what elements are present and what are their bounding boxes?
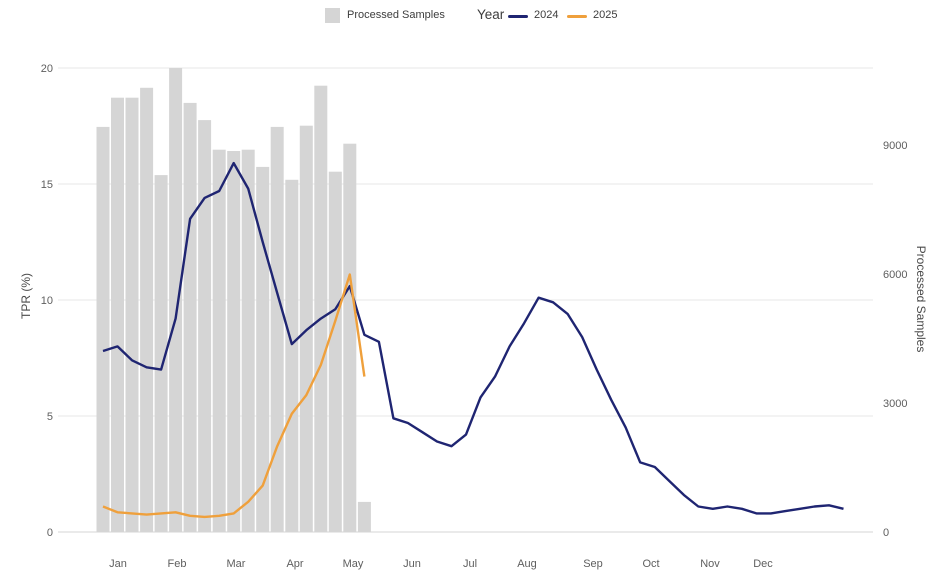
left-axis-tick-label: 5	[47, 411, 53, 423]
right-axis-title: Processed Samples	[914, 246, 928, 353]
series-lines-group	[102, 161, 844, 519]
right-axis-tick-label: 3000	[883, 398, 907, 410]
processed-samples-bar	[125, 97, 139, 532]
processed-samples-bar	[357, 501, 371, 532]
month-label: Jun	[403, 558, 421, 570]
legend-2025-label: 2025	[593, 9, 618, 21]
processed-samples-bar	[285, 179, 299, 533]
processed-samples-bar	[183, 102, 197, 533]
legend-2024-line-swatch	[508, 14, 528, 18]
left-axis-tick-label: 15	[41, 179, 53, 191]
processed-samples-bar	[256, 166, 270, 532]
chart-legend: Processed Samples Year 2024 2025	[0, 0, 945, 32]
processed-samples-bar	[198, 120, 212, 532]
processed-samples-bar	[96, 126, 110, 533]
processed-samples-bar	[154, 175, 168, 532]
month-label: May	[343, 558, 364, 570]
month-label: Feb	[168, 558, 187, 570]
processed-samples-bar	[227, 151, 241, 532]
right-axis-tick-label: 6000	[883, 269, 907, 281]
month-axis-labels: Jan Feb Mar Apr May Jun Jul Aug Sep Oct Nov Dec	[109, 558, 773, 570]
right-axis-tick-label: 9000	[883, 140, 907, 152]
month-label: Oct	[642, 558, 659, 570]
month-label: Jul	[463, 558, 477, 570]
legend-processed-samples-swatch	[325, 8, 340, 23]
processed-samples-bar	[241, 149, 255, 532]
processed-samples-bar	[270, 126, 284, 533]
processed-samples-bar	[314, 85, 328, 532]
month-label: Apr	[286, 558, 303, 570]
month-label: Mar	[227, 558, 246, 570]
month-label: Sep	[583, 558, 603, 570]
left-axis-tick-label: 10	[41, 295, 53, 307]
processed-samples-bar	[343, 143, 357, 532]
line-2025	[102, 273, 366, 519]
processed-samples-bar	[212, 149, 226, 532]
month-label: Jan	[109, 558, 127, 570]
month-label: Dec	[753, 558, 773, 570]
legend-2025-line-swatch	[567, 14, 587, 18]
right-axis-tick-labels: 0 3000 6000 9000	[883, 140, 907, 539]
right-axis-tick-label: 0	[883, 527, 889, 539]
left-axis-tick-label: 0	[47, 527, 53, 539]
processed-samples-bar	[328, 171, 342, 532]
month-label: Nov	[700, 558, 720, 570]
bars-group	[96, 68, 371, 533]
legend-year-title: Year	[477, 7, 505, 22]
left-axis-tick-labels: 0 5 10 15 20	[41, 63, 53, 539]
month-label: Aug	[517, 558, 537, 570]
left-axis-title: TPR (%)	[19, 273, 33, 319]
legend-processed-samples-label: Processed Samples	[347, 9, 445, 21]
processed-samples-bar	[111, 97, 124, 532]
processed-samples-bar	[169, 68, 183, 532]
left-axis-tick-label: 20	[41, 63, 53, 75]
legend-2024-label: 2024	[534, 9, 559, 21]
processed-samples-bar	[140, 87, 154, 533]
line-2024	[102, 161, 844, 515]
